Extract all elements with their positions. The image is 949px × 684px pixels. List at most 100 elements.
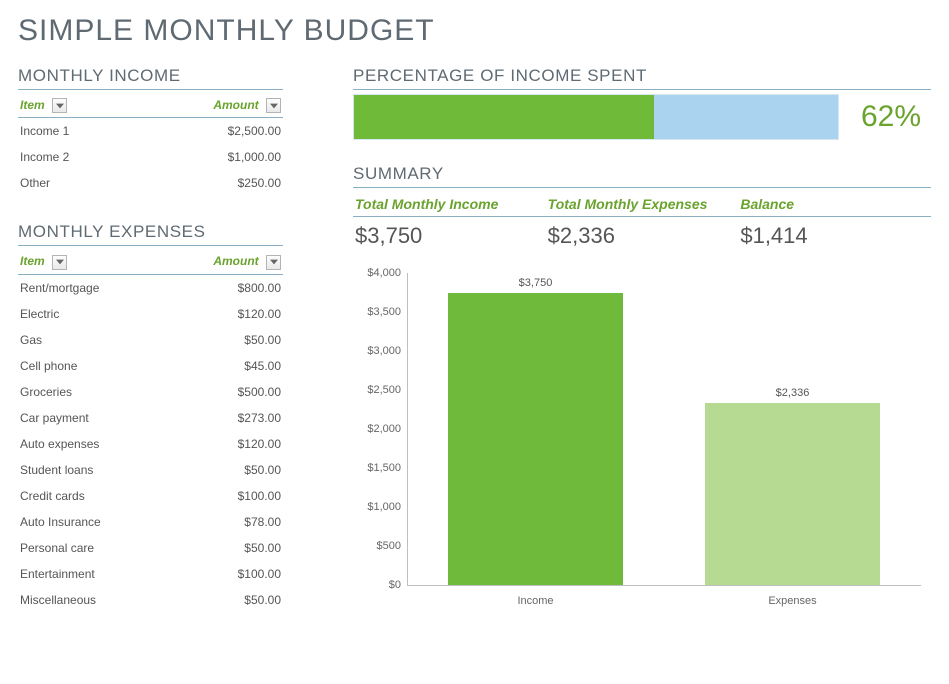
layout: MONTHLY INCOME Item Amount xyxy=(18,66,931,613)
right-column: PERCENTAGE OF INCOME SPENT 62% SUMMARY T… xyxy=(353,66,931,613)
x-tick-label: Income xyxy=(407,589,664,613)
y-tick-label: $500 xyxy=(353,540,407,552)
percent-bar-wrap: 62% xyxy=(353,94,931,140)
table-row[interactable]: Auto expenses$120.00 xyxy=(18,431,283,457)
item-cell: Electric xyxy=(18,301,162,327)
amount-cell: $50.00 xyxy=(162,535,283,561)
bar-slot: $3,750 xyxy=(407,273,664,585)
table-row[interactable]: Student loans$50.00 xyxy=(18,457,283,483)
x-axis xyxy=(407,585,921,586)
item-cell: Gas xyxy=(18,327,162,353)
y-tick-label: $4,000 xyxy=(353,267,407,279)
summary-values-row: $3,750 $2,336 $1,414 xyxy=(353,217,931,267)
summary-header-row: Total Monthly Income Total Monthly Expen… xyxy=(353,192,931,217)
percent-value: 62% xyxy=(861,100,931,134)
filter-icon[interactable] xyxy=(52,255,67,270)
amount-cell: $50.00 xyxy=(162,457,283,483)
filter-icon[interactable] xyxy=(266,98,281,113)
y-tick-label: $1,500 xyxy=(353,462,407,474)
y-tick-label: $2,500 xyxy=(353,384,407,396)
expenses-heading: MONTHLY EXPENSES xyxy=(18,222,283,246)
header-label: Amount xyxy=(213,254,258,268)
y-tick-label: $3,500 xyxy=(353,306,407,318)
item-cell: Miscellaneous xyxy=(18,587,162,613)
table-row[interactable]: Car payment$273.00 xyxy=(18,405,283,431)
income-heading: MONTHLY INCOME xyxy=(18,66,283,90)
item-cell: Car payment xyxy=(18,405,162,431)
amount-cell: $250.00 xyxy=(131,170,283,196)
summary-heading: SUMMARY xyxy=(353,164,931,188)
item-cell: Personal care xyxy=(18,535,162,561)
item-cell: Cell phone xyxy=(18,353,162,379)
amount-cell: $100.00 xyxy=(162,561,283,587)
amount-cell: $273.00 xyxy=(162,405,283,431)
summary-bar-chart: $3,750 $2,336 IncomeExpenses $0 $500 $1,000… xyxy=(353,273,931,613)
summary-col-label: Total Monthly Income xyxy=(353,192,546,216)
amount-cell: $78.00 xyxy=(162,509,283,535)
amount-cell: $2,500.00 xyxy=(131,118,283,145)
table-row[interactable]: Cell phone$45.00 xyxy=(18,353,283,379)
table-row[interactable]: Income 2$1,000.00 xyxy=(18,144,283,170)
x-labels: IncomeExpenses xyxy=(407,589,921,613)
table-row[interactable]: Rent/mortgage$800.00 xyxy=(18,274,283,301)
y-tick-label: $0 xyxy=(353,579,407,591)
item-cell: Entertainment xyxy=(18,561,162,587)
amount-cell: $50.00 xyxy=(162,587,283,613)
header-label: Item xyxy=(20,254,45,268)
header-label: Item xyxy=(20,98,45,112)
y-tick-label: $1,000 xyxy=(353,501,407,513)
amount-cell: $100.00 xyxy=(162,483,283,509)
summary-col-label: Balance xyxy=(738,192,931,216)
bar: $2,336 xyxy=(705,403,880,585)
table-row[interactable]: Auto Insurance$78.00 xyxy=(18,509,283,535)
item-cell: Other xyxy=(18,170,131,196)
item-cell: Groceries xyxy=(18,379,162,405)
expenses-amount-header[interactable]: Amount xyxy=(162,250,283,274)
summary-value: $2,336 xyxy=(546,217,739,267)
bar-value-label: $3,750 xyxy=(519,277,553,293)
bars-area: $3,750 $2,336 xyxy=(407,273,921,585)
table-row[interactable]: Other$250.00 xyxy=(18,170,283,196)
income-amount-header[interactable]: Amount xyxy=(131,94,283,118)
table-row[interactable]: Groceries$500.00 xyxy=(18,379,283,405)
bar-slot: $2,336 xyxy=(664,273,921,585)
percent-bar-track xyxy=(353,94,839,140)
table-row[interactable]: Income 1$2,500.00 xyxy=(18,118,283,145)
summary-value: $3,750 xyxy=(353,217,546,267)
expenses-table: Item Amount Rent/mortgage$800.00Electric… xyxy=(18,250,283,612)
table-row[interactable]: Electric$120.00 xyxy=(18,301,283,327)
amount-cell: $1,000.00 xyxy=(131,144,283,170)
item-cell: Rent/mortgage xyxy=(18,274,162,301)
item-cell: Auto expenses xyxy=(18,431,162,457)
header-label: Amount xyxy=(213,98,258,112)
item-cell: Income 2 xyxy=(18,144,131,170)
item-cell: Auto Insurance xyxy=(18,509,162,535)
income-table: Item Amount Income 1$2,500.00Income 2$1,… xyxy=(18,94,283,196)
amount-cell: $50.00 xyxy=(162,327,283,353)
table-row[interactable]: Gas$50.00 xyxy=(18,327,283,353)
table-row[interactable]: Credit cards$100.00 xyxy=(18,483,283,509)
y-tick-label: $3,000 xyxy=(353,345,407,357)
amount-cell: $45.00 xyxy=(162,353,283,379)
bar-value-label: $2,336 xyxy=(776,387,810,403)
filter-icon[interactable] xyxy=(266,255,281,270)
table-row[interactable]: Entertainment$100.00 xyxy=(18,561,283,587)
amount-cell: $120.00 xyxy=(162,431,283,457)
left-column: MONTHLY INCOME Item Amount xyxy=(18,66,283,613)
item-cell: Student loans xyxy=(18,457,162,483)
summary-value: $1,414 xyxy=(738,217,931,267)
page-title: SIMPLE MONTHLY BUDGET xyxy=(18,14,931,48)
amount-cell: $120.00 xyxy=(162,301,283,327)
filter-icon[interactable] xyxy=(52,98,67,113)
amount-cell: $500.00 xyxy=(162,379,283,405)
table-row[interactable]: Personal care$50.00 xyxy=(18,535,283,561)
table-row[interactable]: Miscellaneous$50.00 xyxy=(18,587,283,613)
y-tick-label: $2,000 xyxy=(353,423,407,435)
income-item-header[interactable]: Item xyxy=(18,94,131,118)
expenses-item-header[interactable]: Item xyxy=(18,250,162,274)
bar: $3,750 xyxy=(448,293,623,586)
x-tick-label: Expenses xyxy=(664,589,921,613)
item-cell: Credit cards xyxy=(18,483,162,509)
amount-cell: $800.00 xyxy=(162,274,283,301)
summary-col-label: Total Monthly Expenses xyxy=(546,192,739,216)
